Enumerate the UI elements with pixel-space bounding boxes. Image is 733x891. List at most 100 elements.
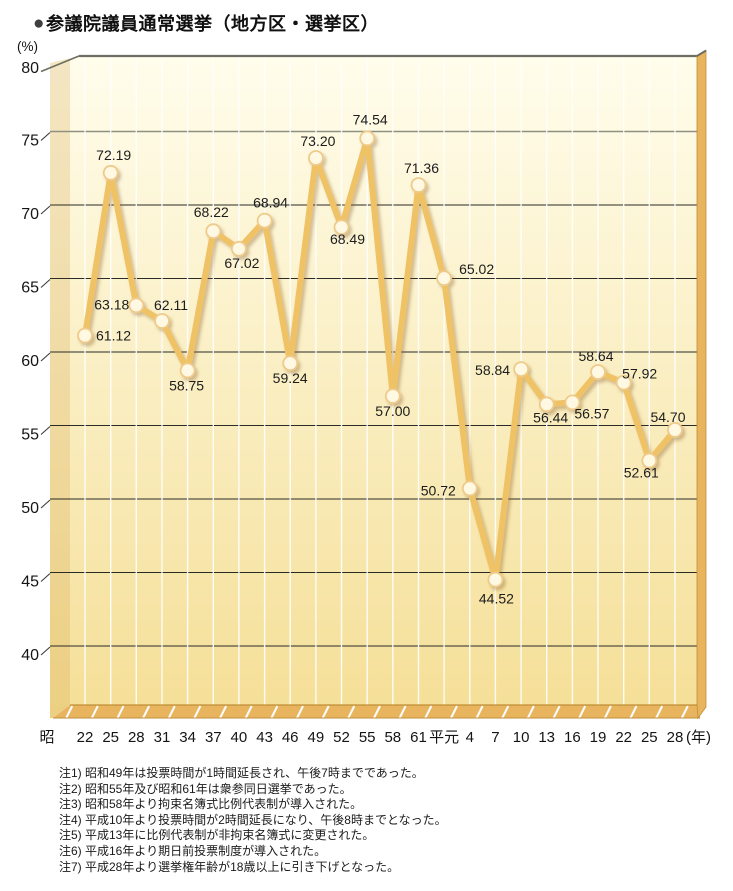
data-point-marker — [205, 223, 222, 240]
plot-left-shading — [50, 58, 70, 718]
x-tick-label: 19 — [590, 729, 607, 746]
x-tick-label: 49 — [308, 729, 325, 746]
y-tick-label: 45 — [21, 574, 39, 591]
footnote: 注6) 平成16年より期日前投票制度が導入された。 — [59, 843, 327, 858]
x-axis: 昭 22 25 28 31 34 37 40 43 46 49 52 55 58 61 平元 4 7 10 13 16 1… — [39, 729, 711, 746]
data-point-label: 58.75 — [169, 377, 204, 393]
x-tick-label: 13 — [538, 729, 555, 746]
x-tick-label: 52 — [333, 729, 350, 746]
x-tick-label: 25 — [102, 729, 119, 746]
y-tick-label: 60 — [21, 353, 39, 370]
x-tick-label: 28 — [667, 729, 684, 746]
data-point-label: 56.57 — [574, 405, 609, 421]
footnote: 注2) 昭和55年及び昭和61年は衆参同日選挙であった。 — [59, 781, 352, 796]
x-tick-label: 10 — [513, 729, 530, 746]
data-point-label: 62.11 — [154, 297, 188, 313]
chart-right-edge — [696, 49, 707, 720]
x-tick-label: 4 — [466, 729, 474, 746]
data-point-label: 57.92 — [622, 366, 657, 382]
footnote: 注4) 平成10年より投票時間が2時間延長になり、午後8時までとなった。 — [59, 812, 447, 827]
footnotes: 注1) 昭和49年は投票時間が1時間延長され、午後7時までであった。 注2) 昭… — [59, 766, 447, 875]
x-tick-label: 22 — [615, 729, 632, 746]
data-point-label: 63.18 — [94, 296, 129, 312]
y-tick-label: 65 — [21, 280, 39, 297]
x-tick-label: 61 — [410, 729, 427, 746]
data-point-marker — [590, 364, 606, 380]
x-tick-label: 16 — [564, 729, 581, 746]
x-tick-label: 40 — [231, 729, 248, 746]
data-point-label: 50.72 — [421, 482, 456, 498]
x-tick-label: 28 — [128, 729, 145, 746]
data-point-label: 72.19 — [96, 147, 131, 163]
y-axis: (%) 80 75 70 65 60 55 50 45 40 — [17, 39, 51, 664]
data-point-marker — [77, 327, 93, 344]
data-point-label: 74.54 — [353, 111, 388, 127]
y-tick-label: 80 — [21, 60, 39, 77]
title-bullet-icon: ● — [33, 12, 45, 34]
data-point-marker — [128, 297, 145, 314]
data-point-label: 52.61 — [624, 465, 659, 481]
x-tick-label: 55 — [359, 729, 376, 746]
turnout-line-chart: (%) 80 75 70 65 60 55 50 45 40 昭 22 25 28 31 34 37 40 43 46… — [17, 39, 711, 746]
data-series — [77, 130, 683, 588]
data-point-marker — [461, 480, 478, 497]
data-point-marker — [538, 396, 555, 413]
x-tick-label: 7 — [491, 729, 499, 746]
x-tick-label: 37 — [205, 729, 222, 746]
data-point-marker — [641, 452, 658, 469]
y-tick-label: 55 — [21, 427, 39, 444]
y-tick-label: 40 — [21, 647, 39, 664]
data-point-label: 67.02 — [224, 255, 259, 271]
data-point-marker — [154, 313, 170, 329]
data-point-marker — [487, 571, 504, 588]
data-point-marker — [179, 362, 196, 379]
data-point-label: 68.94 — [253, 195, 288, 211]
data-point-label: 57.00 — [375, 403, 410, 419]
title-text: 参議院議員通常選挙（地方区・選挙区） — [45, 14, 379, 34]
x-tick-label: 31 — [154, 729, 171, 746]
data-point-marker — [384, 388, 401, 405]
data-point-marker — [282, 355, 299, 372]
data-point-label: 44.52 — [479, 591, 514, 607]
y-axis-unit-label: (%) — [17, 39, 38, 54]
x-tick-label: 46 — [282, 729, 299, 746]
data-point-marker — [359, 130, 376, 147]
data-point-label: 68.49 — [330, 231, 365, 247]
data-point-label: 73.20 — [300, 133, 335, 149]
data-point-marker — [436, 270, 453, 287]
data-point-marker — [333, 219, 350, 236]
x-tick-label: 34 — [179, 729, 196, 746]
page-title: ● 参議院議員通常選挙（地方区・選挙区） — [33, 10, 379, 36]
x-tick-label: 22 — [77, 729, 94, 746]
data-point-label: 58.64 — [578, 348, 613, 364]
data-point-marker — [564, 394, 581, 411]
data-point-label: 54.70 — [650, 409, 685, 425]
y-tick-label: 50 — [21, 500, 39, 517]
footnote: 注7) 平成28年より選挙権年齢が18歳以上に引き下げとなった。 — [59, 859, 400, 874]
plot-top-edge — [40, 54, 697, 73]
data-point-marker — [615, 374, 632, 391]
data-point-label: 59.24 — [273, 370, 308, 386]
y-tick-label: 75 — [21, 133, 39, 150]
x-tick-label: 平元 — [429, 729, 459, 746]
data-point-label: 71.36 — [404, 160, 439, 176]
data-point-marker — [667, 421, 683, 438]
data-point-label: 65.02 — [459, 261, 494, 277]
data-point-label: 58.84 — [475, 362, 510, 378]
footnote: 注1) 昭和49年は投票時間が1時間延長され、午後7時までであった。 — [59, 766, 424, 780]
footnote: 注3) 昭和58年より拘束名簿式比例代表制が導入された。 — [59, 797, 363, 812]
data-point-label: 61.12 — [96, 328, 131, 344]
data-point-marker — [256, 212, 273, 229]
x-axis-unit-label: (年) — [686, 729, 711, 746]
x-tick-label: 25 — [641, 729, 658, 746]
data-labels: 61.12 72.19 63.18 62.11 58.75 68.22 67.02 68.94… — [94, 111, 685, 606]
era-label-showa: 昭 — [39, 729, 54, 746]
chart-floor-edge — [53, 704, 700, 719]
data-point-marker — [513, 361, 529, 378]
x-tick-label: 43 — [256, 729, 273, 746]
y-gridlines — [50, 130, 697, 647]
y-tick-label: 70 — [21, 206, 39, 223]
data-point-label: 56.44 — [533, 409, 568, 425]
